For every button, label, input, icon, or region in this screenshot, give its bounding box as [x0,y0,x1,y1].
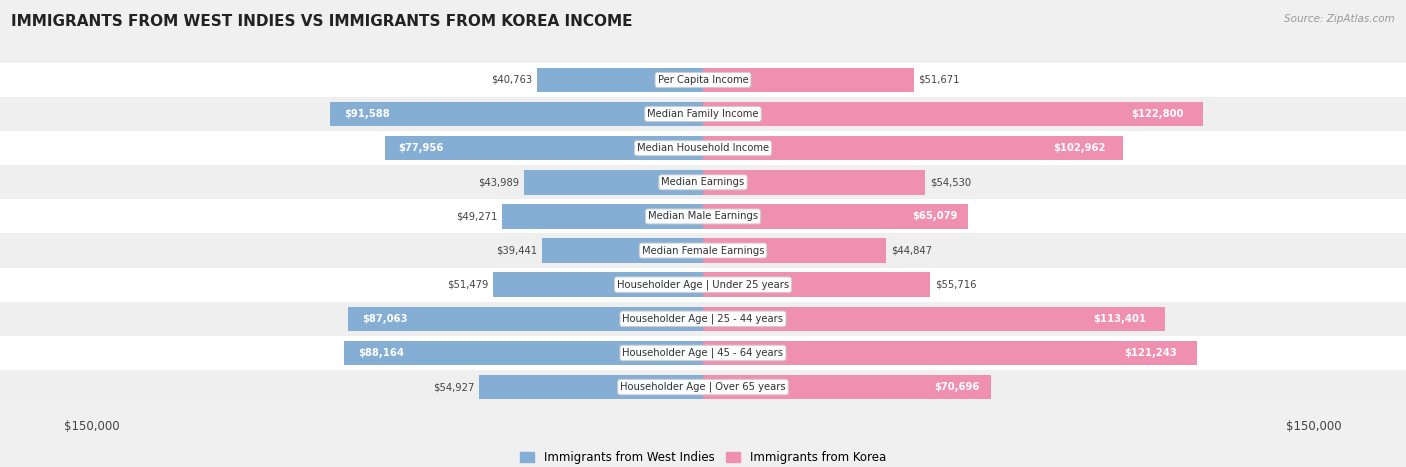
Text: Householder Age | Over 65 years: Householder Age | Over 65 years [620,382,786,392]
Bar [0,165,1406,199]
Bar [349,306,703,331]
Text: $91,588: $91,588 [344,109,391,119]
Bar [0,63,1406,97]
Bar [703,238,886,263]
Text: Median Family Income: Median Family Income [647,109,759,119]
Bar [703,170,925,195]
Bar [703,204,969,229]
Text: Median Male Earnings: Median Male Earnings [648,212,758,221]
Bar [0,234,1406,268]
Bar [0,97,1406,131]
Text: $122,800: $122,800 [1130,109,1184,119]
Text: $55,716: $55,716 [935,280,976,290]
Bar [479,375,703,399]
Text: $77,956: $77,956 [398,143,443,153]
Text: $54,927: $54,927 [433,382,474,392]
Text: Median Earnings: Median Earnings [661,177,745,187]
Bar [0,131,1406,165]
Bar [703,68,914,92]
Text: $51,671: $51,671 [918,75,960,85]
Text: Median Household Income: Median Household Income [637,143,769,153]
Bar [0,370,1406,404]
Text: Median Female Earnings: Median Female Earnings [641,246,765,255]
Bar [537,68,703,92]
Text: $102,962: $102,962 [1053,143,1107,153]
Text: $39,441: $39,441 [496,246,537,255]
Text: Per Capita Income: Per Capita Income [658,75,748,85]
Text: Source: ZipAtlas.com: Source: ZipAtlas.com [1284,14,1395,24]
Text: $44,847: $44,847 [890,246,932,255]
Legend: Immigrants from West Indies, Immigrants from Korea: Immigrants from West Indies, Immigrants … [515,446,891,467]
Text: $40,763: $40,763 [491,75,531,85]
Text: Householder Age | 25 - 44 years: Householder Age | 25 - 44 years [623,313,783,324]
Bar [703,340,1197,365]
Bar [343,340,703,365]
Text: $51,479: $51,479 [447,280,488,290]
Bar [523,170,703,195]
Bar [703,272,929,297]
Bar [330,102,703,127]
Text: $87,063: $87,063 [363,314,408,324]
Bar [0,302,1406,336]
Bar [0,268,1406,302]
Text: $113,401: $113,401 [1094,314,1147,324]
Bar [703,375,991,399]
Bar [494,272,703,297]
Bar [703,306,1166,331]
Text: $43,989: $43,989 [478,177,519,187]
Text: $121,243: $121,243 [1125,348,1177,358]
Text: IMMIGRANTS FROM WEST INDIES VS IMMIGRANTS FROM KOREA INCOME: IMMIGRANTS FROM WEST INDIES VS IMMIGRANT… [11,14,633,29]
Bar [703,136,1122,161]
Text: Householder Age | Under 25 years: Householder Age | Under 25 years [617,279,789,290]
Bar [385,136,703,161]
Text: $54,530: $54,530 [931,177,972,187]
Bar [0,336,1406,370]
Bar [703,102,1204,127]
Bar [0,199,1406,234]
Text: $88,164: $88,164 [359,348,404,358]
Text: $70,696: $70,696 [934,382,980,392]
Text: $65,079: $65,079 [912,212,957,221]
Text: $49,271: $49,271 [456,212,498,221]
Text: Householder Age | 45 - 64 years: Householder Age | 45 - 64 years [623,348,783,358]
Bar [502,204,703,229]
Bar [543,238,703,263]
